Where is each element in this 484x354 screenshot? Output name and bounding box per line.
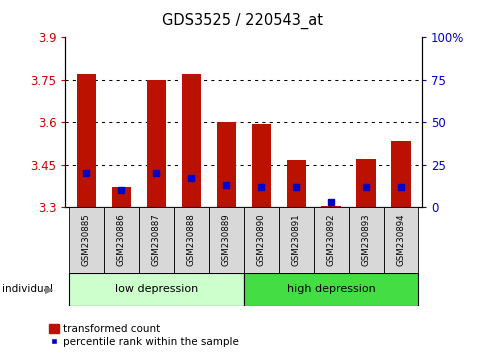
Text: ▶: ▶ — [45, 284, 54, 295]
Text: GSM230891: GSM230891 — [291, 213, 300, 266]
Bar — [147, 80, 166, 207]
Bar — [286, 160, 305, 207]
Bar — [76, 74, 96, 207]
FancyBboxPatch shape — [69, 207, 104, 273]
Bar — [391, 141, 410, 207]
Text: GSM230889: GSM230889 — [221, 213, 230, 266]
Text: GSM230887: GSM230887 — [151, 213, 161, 266]
Text: GSM230892: GSM230892 — [326, 213, 335, 266]
FancyBboxPatch shape — [278, 207, 313, 273]
Bar — [216, 122, 235, 207]
Bar — [182, 74, 200, 207]
FancyBboxPatch shape — [69, 273, 243, 306]
Text: GSM230890: GSM230890 — [256, 213, 265, 266]
FancyBboxPatch shape — [208, 207, 243, 273]
Text: high depression: high depression — [286, 284, 375, 295]
FancyBboxPatch shape — [104, 207, 138, 273]
FancyBboxPatch shape — [348, 207, 383, 273]
FancyBboxPatch shape — [138, 207, 173, 273]
FancyBboxPatch shape — [243, 207, 278, 273]
Text: GSM230885: GSM230885 — [82, 213, 91, 266]
Legend: transformed count, percentile rank within the sample: transformed count, percentile rank withi… — [49, 324, 239, 347]
Bar — [251, 124, 270, 207]
Bar — [321, 206, 340, 207]
Bar — [356, 159, 375, 207]
Text: low depression: low depression — [115, 284, 197, 295]
Bar — [111, 187, 131, 207]
Text: GSM230894: GSM230894 — [395, 213, 405, 266]
Text: GSM230888: GSM230888 — [186, 213, 196, 266]
FancyBboxPatch shape — [243, 273, 418, 306]
Text: GSM230886: GSM230886 — [117, 213, 126, 266]
FancyBboxPatch shape — [313, 207, 348, 273]
Text: GSM230893: GSM230893 — [361, 213, 370, 266]
Text: GDS3525 / 220543_at: GDS3525 / 220543_at — [162, 12, 322, 29]
FancyBboxPatch shape — [383, 207, 418, 273]
Text: individual: individual — [2, 284, 53, 295]
FancyBboxPatch shape — [173, 207, 208, 273]
